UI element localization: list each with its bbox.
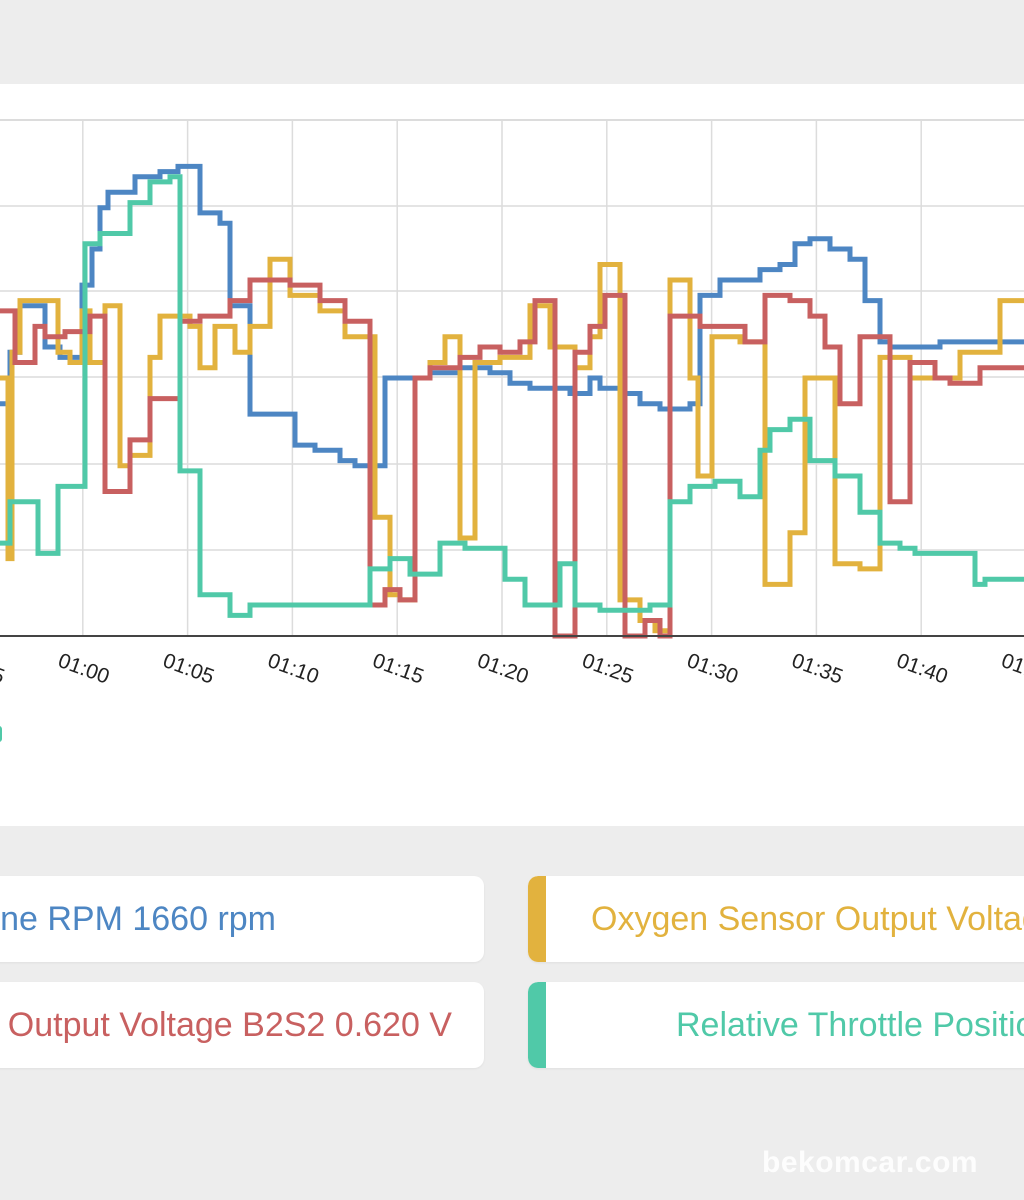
x-tick-label: 01:45 <box>998 649 1024 689</box>
x-tick-label: 00:55 <box>0 649 8 689</box>
x-tick-label: 01:15 <box>369 649 426 689</box>
x-tick-label: 01:30 <box>684 649 741 689</box>
x-tick-label: 01:35 <box>789 649 846 689</box>
series-line-oxygen-sensor-output-voltage-b2s2 <box>0 277 1024 639</box>
legend-marker-throttle <box>0 726 2 742</box>
x-tick-label: 01:40 <box>893 649 950 689</box>
x-tick-label: 01:25 <box>579 649 636 689</box>
series-line-engine-rpm <box>0 163 1024 469</box>
pid-card-oxygen-sensor-label: Oxygen Sensor Output Voltage <box>591 900 1024 938</box>
pid-card-oxygen-sensor-b2s2[interactable]: Oxygen Sensor Output Voltage B2S2 0.620 … <box>0 982 484 1068</box>
series-line-oxygen-sensor-output-voltage <box>0 256 1024 634</box>
x-tick-label: 01:10 <box>265 649 322 689</box>
pid-card-oxygen-sensor[interactable]: Oxygen Sensor Output Voltage <box>528 876 1024 962</box>
series-line-relative-throttle-position <box>0 174 1024 618</box>
pid-card-throttle-position-color-bar <box>528 982 546 1068</box>
watermark: bekomcar.com <box>762 1146 979 1179</box>
pid-card-engine-rpm-label: Engine RPM 1660 rpm <box>0 900 276 938</box>
x-tick-label: 01:20 <box>474 649 531 689</box>
x-tick-label: 01:05 <box>160 649 217 689</box>
pid-card-throttle-position-label: Relative Throttle Position <box>676 1006 1024 1044</box>
x-tick-label: 01:00 <box>55 649 112 689</box>
line-chart: 00:55 01:00 01:05 01:10 01:15 01:20 01:25 01:30… <box>0 119 1024 689</box>
pid-card-oxygen-sensor-b2s2-label: Oxygen Sensor Output Voltage B2S2 0.620 … <box>0 1006 452 1044</box>
pid-card-engine-rpm[interactable]: Engine RPM 1660 rpm <box>0 876 484 962</box>
chart-card: 00:55 01:00 01:05 01:10 01:15 01:20 01:25 01:30… <box>0 84 1024 826</box>
pid-card-throttle-position[interactable]: Relative Throttle Position <box>528 982 1024 1068</box>
pid-card-oxygen-sensor-color-bar <box>528 876 546 962</box>
